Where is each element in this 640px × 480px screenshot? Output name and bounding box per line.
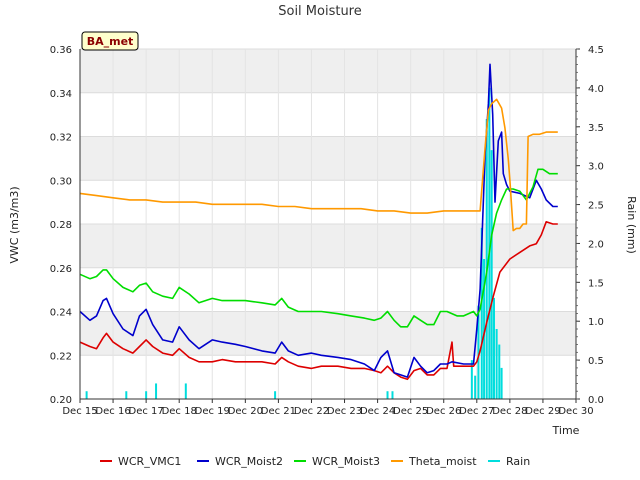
x-tick-label: Dec 16 xyxy=(95,406,130,417)
y2-tick-label: 2.0 xyxy=(588,239,604,250)
y-tick-label: 0.20 xyxy=(50,395,72,406)
x-tick-label: Dec 27 xyxy=(459,406,494,417)
y-tick-label: 0.24 xyxy=(50,308,72,319)
background-band xyxy=(80,92,576,137)
y-axis-label: VWC (m3/m3) xyxy=(8,186,21,263)
y2-tick-label: 2.5 xyxy=(588,201,604,212)
rain-bars xyxy=(85,87,503,399)
badge-box xyxy=(81,31,139,51)
x-tick-label: Dec 26 xyxy=(426,406,461,417)
series-line-theta-moist xyxy=(79,98,558,232)
x-tick-label: Dec 30 xyxy=(558,406,593,417)
y2-tick-label: 0.5 xyxy=(588,356,604,367)
x-tick-label: Dec 21 xyxy=(261,406,296,417)
x-tick-label: Dec 17 xyxy=(129,406,164,417)
axes xyxy=(79,49,577,400)
x-axis-label: Time xyxy=(552,424,580,437)
x-tick-label: Dec 22 xyxy=(294,406,329,417)
y2-tick-label: 1.5 xyxy=(588,278,604,289)
y-tick-label: 0.28 xyxy=(50,220,72,231)
series-lines xyxy=(79,63,558,381)
legend: WCR_VMC1 WCR_Moist2 WCR_Moist3 Theta_moist R… xyxy=(100,455,530,468)
y2-tick-label: 4.5 xyxy=(588,45,604,56)
legend-label: WCR_VMC1 xyxy=(118,455,181,468)
series-line-wcr-moist2 xyxy=(79,63,558,378)
y2-tick-label: 3.5 xyxy=(588,123,604,134)
y2-tick-label: 1.0 xyxy=(588,317,604,328)
x-tick-label: Dec 25 xyxy=(393,406,428,417)
x-tick-label: Dec 29 xyxy=(525,406,560,417)
series-line-wcr-vmc1 xyxy=(79,221,558,381)
y2-axis-label: Rain (mm) xyxy=(625,196,638,254)
x-tick-label: Dec 28 xyxy=(492,406,527,417)
x-tick-label: Dec 15 xyxy=(62,406,97,417)
chart-title: Soil Moisture xyxy=(278,4,362,19)
legend-label: Theta_moist xyxy=(408,455,477,468)
y-tick-label: 0.36 xyxy=(50,45,72,56)
x-tick-label: Dec 18 xyxy=(162,406,197,417)
background-band xyxy=(80,49,576,93)
x-tick-label: Dec 19 xyxy=(195,406,230,417)
station-badge: BA_met xyxy=(81,31,139,51)
badge-label: BA_met xyxy=(87,35,134,48)
background-band xyxy=(80,311,576,356)
y-tick-label: 0.34 xyxy=(50,89,72,100)
tick-marks: 0.20 0.22 0.24 0.26 0.28 0.30 0.32 0.34 0.36 Dec … xyxy=(50,45,604,417)
background-band xyxy=(80,224,576,268)
y2-tick-label: 0.0 xyxy=(588,395,604,406)
legend-label: Rain xyxy=(506,455,530,468)
background-band xyxy=(80,267,576,312)
legend-label: WCR_Moist3 xyxy=(312,455,380,468)
x-tick-label: Dec 20 xyxy=(228,406,263,417)
x-tick-label: Dec 24 xyxy=(360,406,395,417)
x-tick-label: Dec 23 xyxy=(327,406,362,417)
y-tick-label: 0.22 xyxy=(50,351,72,362)
y-tick-label: 0.32 xyxy=(50,133,72,144)
y-tick-label: 0.26 xyxy=(50,264,72,275)
y-tick-label: 0.30 xyxy=(50,176,72,187)
series-line-wcr-moist3 xyxy=(79,168,558,328)
legend-label: WCR_Moist2 xyxy=(215,455,283,468)
y2-tick-label: 3.0 xyxy=(588,162,604,173)
y2-tick-label: 4.0 xyxy=(588,84,604,95)
